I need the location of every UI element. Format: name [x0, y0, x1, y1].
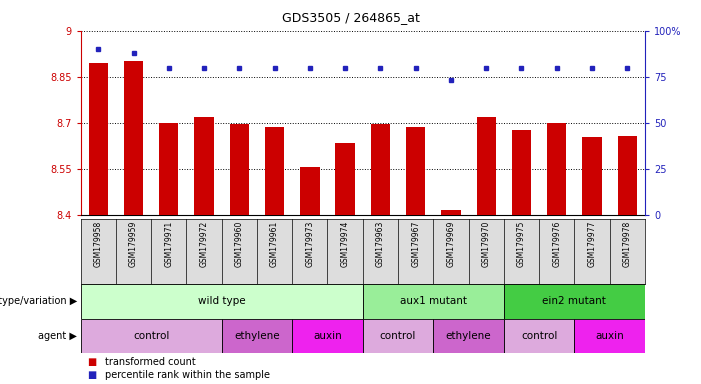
Text: GSM179973: GSM179973 — [306, 221, 314, 267]
Text: GSM179976: GSM179976 — [552, 221, 562, 267]
Text: GSM179963: GSM179963 — [376, 221, 385, 267]
Text: GSM179974: GSM179974 — [341, 221, 350, 267]
Text: GSM179960: GSM179960 — [235, 221, 244, 267]
Text: GSM179972: GSM179972 — [200, 221, 209, 267]
Bar — [504, 284, 645, 319]
Bar — [300, 167, 320, 215]
Bar — [512, 130, 531, 215]
Text: GSM179978: GSM179978 — [622, 221, 632, 267]
Text: wild type: wild type — [198, 296, 245, 306]
Bar — [88, 63, 108, 215]
Text: GSM179971: GSM179971 — [164, 221, 173, 267]
Bar — [583, 137, 601, 215]
Bar — [336, 143, 355, 215]
Bar — [292, 319, 363, 353]
Text: ethylene: ethylene — [234, 331, 280, 341]
Bar — [433, 319, 504, 353]
Bar — [363, 284, 504, 319]
Text: GSM179958: GSM179958 — [94, 221, 103, 267]
Text: GSM179959: GSM179959 — [129, 221, 138, 267]
Text: control: control — [133, 331, 170, 341]
Bar — [81, 284, 363, 319]
Text: GSM179967: GSM179967 — [411, 221, 420, 267]
Text: GSM179975: GSM179975 — [517, 221, 526, 267]
Text: percentile rank within the sample: percentile rank within the sample — [105, 371, 270, 381]
Text: auxin: auxin — [595, 331, 624, 341]
Bar — [230, 124, 249, 215]
Text: GSM179961: GSM179961 — [270, 221, 279, 267]
Text: auxin: auxin — [313, 331, 342, 341]
Bar — [363, 319, 433, 353]
Text: ■: ■ — [88, 357, 97, 367]
Text: control: control — [380, 331, 416, 341]
Text: aux1 mutant: aux1 mutant — [400, 296, 467, 306]
Bar — [159, 123, 179, 215]
Text: GSM179977: GSM179977 — [587, 221, 597, 267]
Text: agent ▶: agent ▶ — [39, 331, 77, 341]
Bar — [406, 127, 426, 215]
Bar — [371, 124, 390, 215]
Bar — [194, 117, 214, 215]
Bar — [547, 124, 566, 215]
Bar — [441, 210, 461, 215]
Bar — [477, 117, 496, 215]
Text: GSM179969: GSM179969 — [447, 221, 456, 267]
Bar — [265, 127, 285, 215]
Text: control: control — [521, 331, 557, 341]
Bar — [81, 319, 222, 353]
Bar — [124, 61, 143, 215]
Text: GDS3505 / 264865_at: GDS3505 / 264865_at — [282, 12, 419, 25]
Text: ■: ■ — [88, 371, 97, 381]
Bar — [618, 136, 637, 215]
Text: transformed count: transformed count — [105, 357, 196, 367]
Bar — [504, 319, 574, 353]
Text: GSM179970: GSM179970 — [482, 221, 491, 267]
Text: genotype/variation ▶: genotype/variation ▶ — [0, 296, 77, 306]
Text: ethylene: ethylene — [446, 331, 491, 341]
Bar — [574, 319, 645, 353]
Bar — [222, 319, 292, 353]
Text: ein2 mutant: ein2 mutant — [543, 296, 606, 306]
